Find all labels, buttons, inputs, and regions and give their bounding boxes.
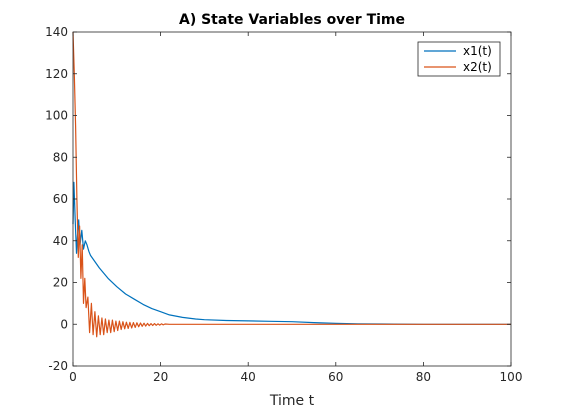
series-line-2 (72, 31, 511, 338)
y-ticks: -20 0 20 40 60 80 100 120 140 (45, 25, 511, 373)
x-axis-label: Time t (269, 393, 315, 409)
y-tick-label: 0 (60, 317, 68, 331)
legend-box (417, 41, 501, 77)
y-tick-label: 140 (45, 25, 68, 39)
x-tick-label: 20 (153, 370, 168, 384)
legend-label-x1: x1(t) (463, 44, 492, 58)
y-tick-label: 80 (53, 150, 68, 164)
legend-label-x2: x2(t) (463, 60, 492, 74)
x-ticks: 0 20 40 60 80 100 (69, 32, 522, 384)
plot-area (73, 32, 511, 366)
x-tick-label: 0 (69, 370, 77, 384)
y-tick-label: 120 (45, 67, 68, 81)
x-tick-label: 40 (241, 370, 256, 384)
y-tick-label: -20 (48, 359, 68, 373)
chart-title: A) State Variables over Time (179, 12, 405, 28)
x-tick-label: 100 (500, 370, 523, 384)
y-tick-label: 60 (53, 192, 68, 206)
y-tick-label: 100 (45, 109, 68, 123)
y-tick-label: 40 (53, 234, 68, 248)
series-layer (72, 31, 511, 338)
legend: x1(t) x2(t) (417, 41, 501, 77)
y-tick-label: 20 (53, 276, 68, 290)
x-tick-label: 80 (416, 370, 431, 384)
x-tick-label: 60 (328, 370, 343, 384)
